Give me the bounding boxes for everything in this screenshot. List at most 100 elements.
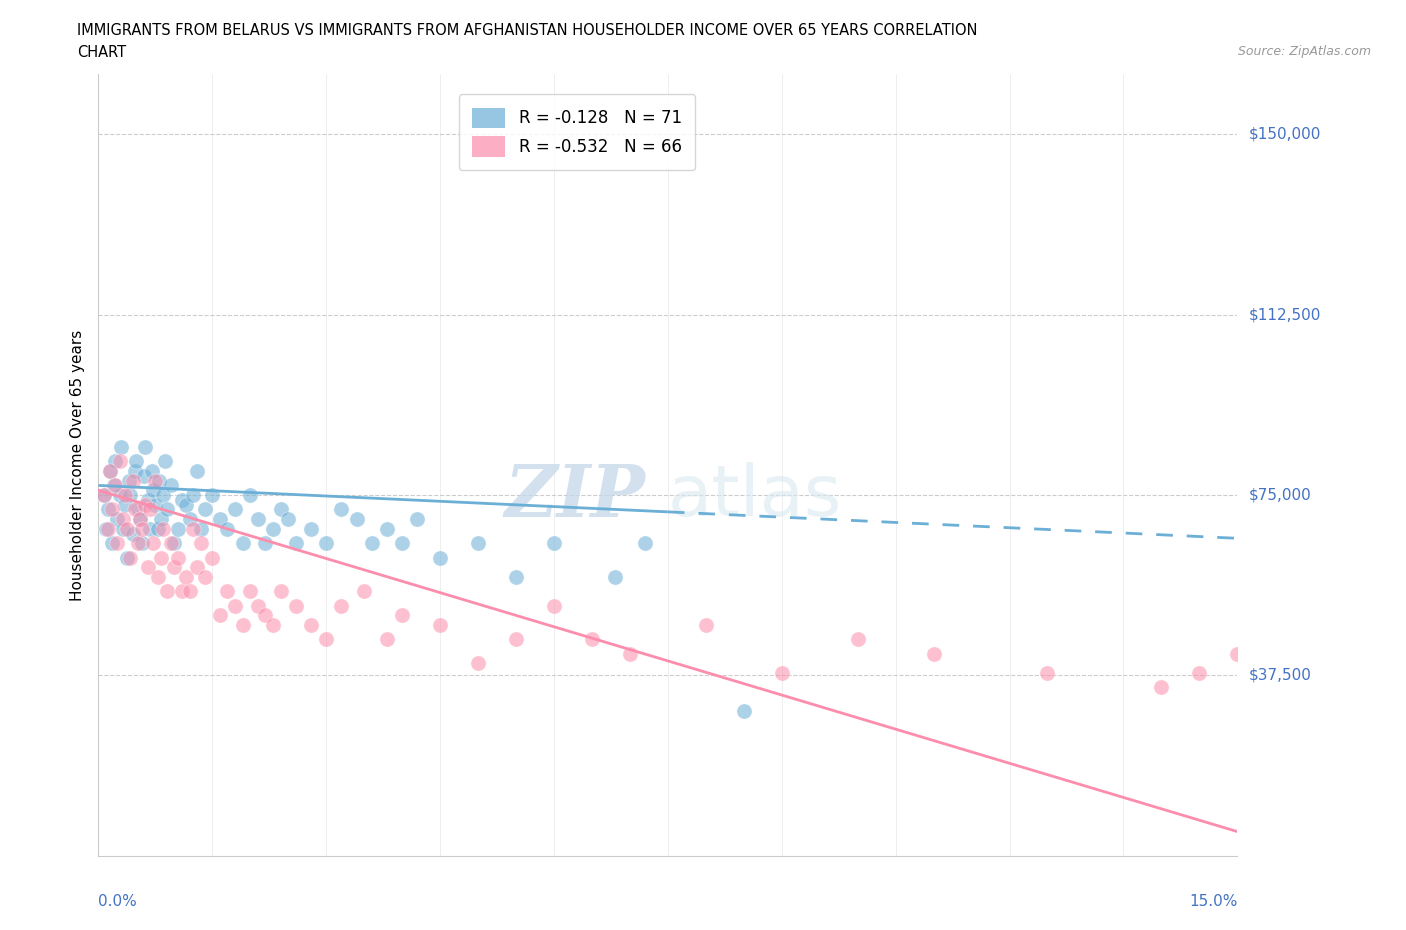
Point (232, 618, 254, 632)
Point (284, 598, 307, 613)
Text: $112,500: $112,500 (1249, 307, 1320, 323)
Point (770, 666, 793, 681)
Text: atlas: atlas (668, 462, 842, 531)
Point (183, 487, 205, 502)
Point (110, 440, 132, 455)
Point (112, 521, 135, 536)
Point (315, 631, 337, 646)
Point (108, 454, 131, 469)
Point (246, 598, 269, 613)
Point (846, 631, 869, 646)
Point (330, 502, 353, 517)
Point (1150, 680, 1173, 695)
Point (132, 469, 155, 484)
Point (270, 502, 292, 517)
Legend: R = -0.128   N = 71, R = -0.532   N = 66: R = -0.128 N = 71, R = -0.532 N = 66 (458, 95, 695, 170)
Point (111, 512, 134, 526)
Point (149, 551, 172, 565)
Point (695, 618, 717, 632)
Point (406, 512, 429, 526)
Point (131, 521, 153, 536)
Point (1188, 666, 1211, 681)
Point (96, 502, 118, 517)
Point (183, 521, 205, 536)
Point (103, 478, 125, 493)
Point (224, 598, 246, 613)
Point (190, 521, 212, 536)
Point (117, 551, 139, 565)
Point (270, 584, 292, 599)
Point (114, 498, 136, 512)
Point (107, 512, 129, 526)
Point (139, 521, 162, 536)
Point (104, 454, 127, 469)
Point (375, 521, 398, 536)
Point (619, 646, 641, 661)
Point (159, 536, 181, 551)
Point (136, 492, 159, 507)
Point (254, 608, 277, 623)
Point (543, 598, 565, 613)
Point (375, 631, 398, 646)
Text: IMMIGRANTS FROM BELARUS VS IMMIGRANTS FROM AFGHANISTAN HOUSEHOLDER INCOME OVER 6: IMMIGRANTS FROM BELARUS VS IMMIGRANTS FR… (77, 23, 977, 38)
Point (121, 526, 143, 541)
Point (262, 618, 284, 632)
Text: CHART: CHART (77, 45, 127, 60)
Point (145, 473, 167, 488)
Point (163, 536, 186, 551)
Point (1036, 666, 1059, 681)
Point (232, 536, 254, 551)
Point (224, 502, 246, 517)
Point (101, 536, 124, 551)
Point (98, 463, 121, 478)
Point (246, 512, 269, 526)
Point (201, 551, 224, 565)
Point (142, 483, 165, 498)
Text: 15.0%: 15.0% (1189, 895, 1237, 910)
Point (121, 473, 143, 488)
Point (131, 536, 153, 551)
Point (179, 512, 201, 526)
Point (127, 536, 149, 551)
Point (129, 512, 152, 526)
Point (124, 463, 146, 478)
Point (208, 512, 231, 526)
Point (190, 536, 212, 551)
Point (262, 521, 284, 536)
Point (152, 521, 174, 536)
Point (149, 512, 172, 526)
Point (146, 521, 169, 536)
Point (145, 498, 167, 512)
Point (733, 704, 755, 719)
Point (170, 492, 193, 507)
Point (104, 478, 127, 493)
Point (174, 498, 197, 512)
Point (360, 536, 382, 551)
Point (505, 631, 527, 646)
Point (467, 536, 489, 551)
Point (125, 454, 148, 469)
Point (156, 584, 179, 599)
Point (284, 536, 307, 551)
Point (179, 584, 201, 599)
Point (120, 487, 142, 502)
Point (174, 569, 197, 584)
Point (346, 512, 368, 526)
Point (391, 608, 413, 623)
Point (163, 560, 186, 575)
Point (124, 502, 146, 517)
Point (156, 502, 179, 517)
Point (467, 656, 489, 671)
Text: Source: ZipAtlas.com: Source: ZipAtlas.com (1237, 45, 1371, 58)
Point (201, 487, 224, 502)
Point (98, 463, 121, 478)
Point (129, 512, 152, 526)
Text: ZIP: ZIP (505, 460, 645, 532)
Point (353, 584, 375, 599)
Y-axis label: Householder Income Over 65 years: Householder Income Over 65 years (69, 329, 84, 601)
Text: $150,000: $150,000 (1249, 127, 1320, 142)
Point (107, 536, 129, 551)
Point (155, 454, 177, 469)
Point (315, 536, 337, 551)
Point (96, 521, 118, 536)
